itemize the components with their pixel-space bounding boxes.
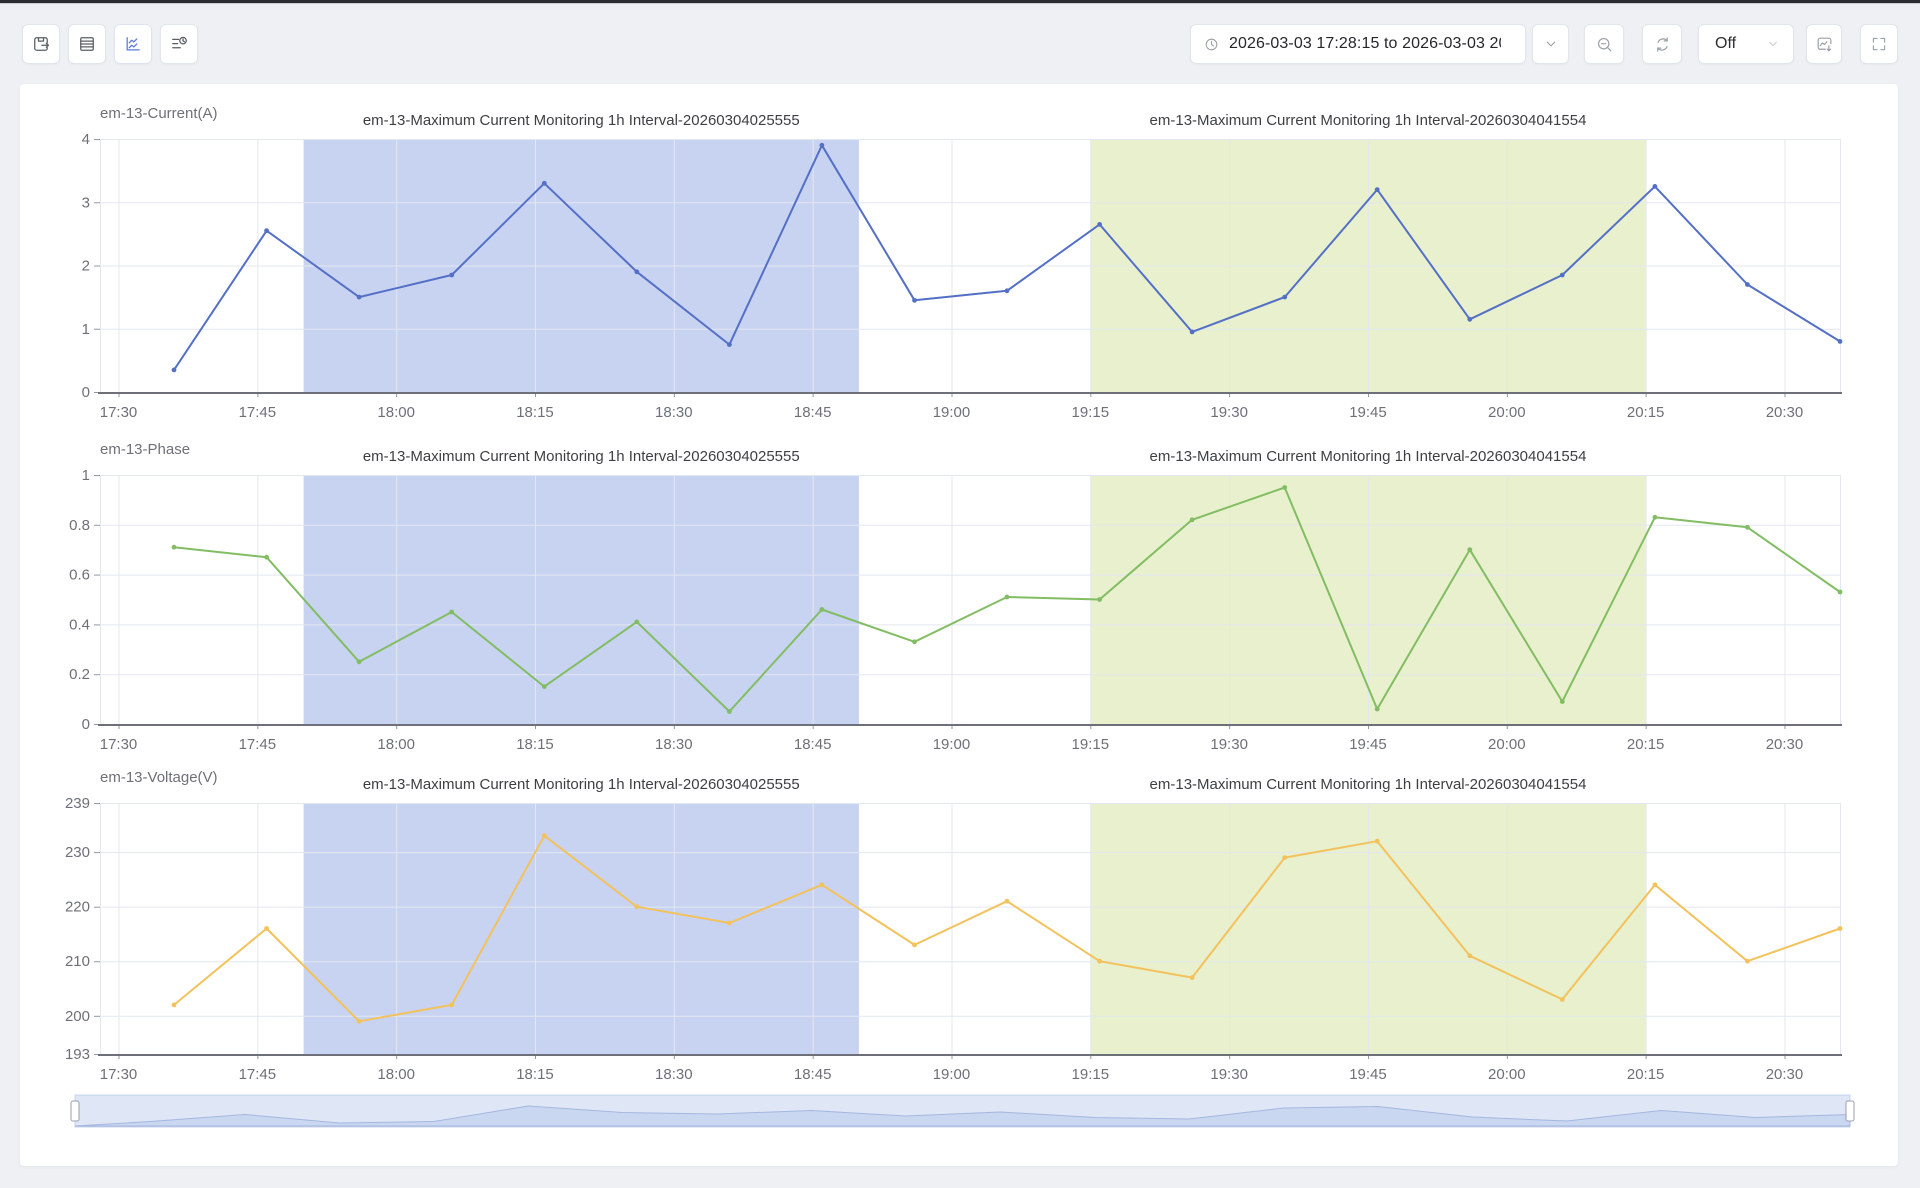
datazoom-slider[interactable] (70, 1094, 1855, 1128)
datetime-range-value: 2026-03-03 17:28:15 to 2026-03-03 20 (1229, 35, 1501, 52)
zoom-out-icon (1597, 37, 1611, 51)
zoom-out-button[interactable] (1584, 24, 1624, 64)
datazoom-handle-left[interactable] (70, 1100, 80, 1122)
datazoom-selected-range[interactable] (75, 1095, 1850, 1127)
window-top-edge-line (0, 3, 1920, 4)
save-export-button[interactable] (22, 24, 60, 64)
line-chart-icon (126, 37, 140, 51)
fullscreen-icon (1872, 37, 1886, 51)
window-top-edge (0, 0, 1920, 3)
table-icon (80, 37, 94, 51)
datazoom-handle-right[interactable] (1845, 1100, 1855, 1122)
event-log-button[interactable] (160, 24, 198, 64)
auto-refresh-value: Off (1715, 35, 1737, 52)
charts-card (20, 84, 1898, 1166)
datazoom-shadow (74, 1105, 1851, 1127)
clock-icon (1205, 38, 1218, 50)
datetime-range-input[interactable]: 2026-03-03 17:28:15 to 2026-03-03 20 (1190, 24, 1526, 64)
fullscreen-button[interactable] (1860, 24, 1898, 64)
save-image-button[interactable] (1806, 24, 1842, 64)
table-view-button[interactable] (68, 24, 106, 64)
chevron-down-icon (1769, 41, 1777, 47)
chevron-down-icon (1546, 41, 1555, 47)
auto-refresh-select[interactable]: Off (1698, 24, 1794, 64)
refresh-icon (1656, 36, 1668, 52)
expand-range-button[interactable] (1532, 24, 1569, 64)
image-download-icon (1817, 37, 1831, 51)
refresh-button[interactable] (1642, 24, 1682, 64)
floppy-arrow-icon (34, 37, 50, 51)
list-clock-icon (172, 36, 187, 49)
chart-view-button[interactable] (114, 24, 152, 64)
